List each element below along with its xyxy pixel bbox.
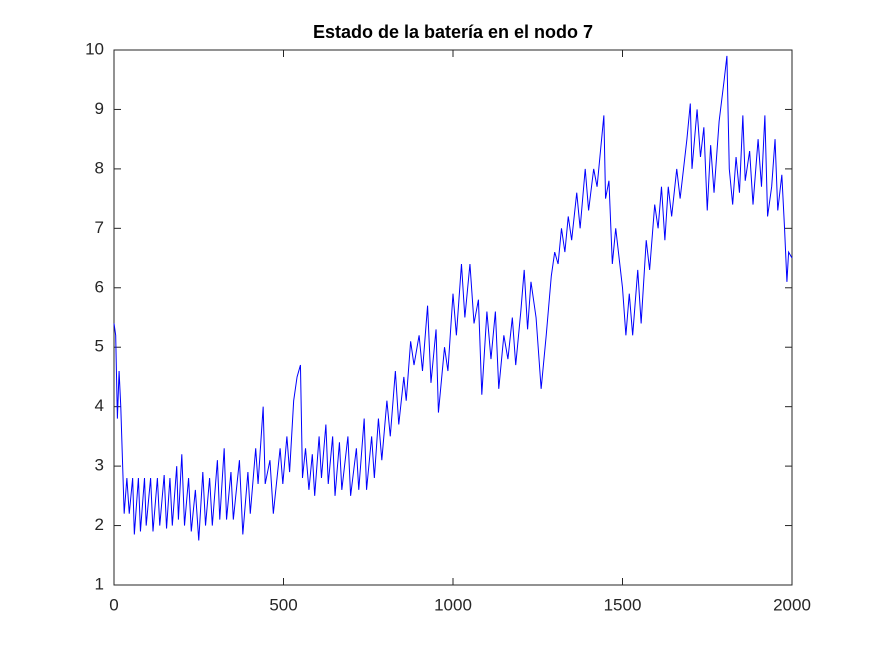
axes-box: [113, 49, 793, 586]
y-tick-label: 2: [95, 515, 104, 534]
x-tick-label: 1500: [604, 595, 642, 614]
y-tick-label: 8: [95, 158, 104, 177]
y-tick-label: 7: [95, 218, 104, 237]
data-line: [113, 55, 793, 541]
x-tick-label: 2000: [773, 595, 811, 614]
y-tick-label: 10: [85, 39, 104, 58]
y-tick-label: 6: [95, 277, 104, 296]
y-tick-label: 5: [95, 337, 104, 356]
chart-title: Estado de la batería en el nodo 7: [313, 22, 593, 42]
y-tick-label: 9: [95, 99, 104, 118]
y-tick-label: 3: [95, 456, 104, 475]
x-tick-label: 500: [269, 595, 297, 614]
y-tick-label: 1: [95, 574, 104, 593]
x-tick-label: 1000: [434, 595, 472, 614]
y-tick-label: 4: [95, 396, 104, 415]
x-tick-label: 0: [109, 595, 118, 614]
